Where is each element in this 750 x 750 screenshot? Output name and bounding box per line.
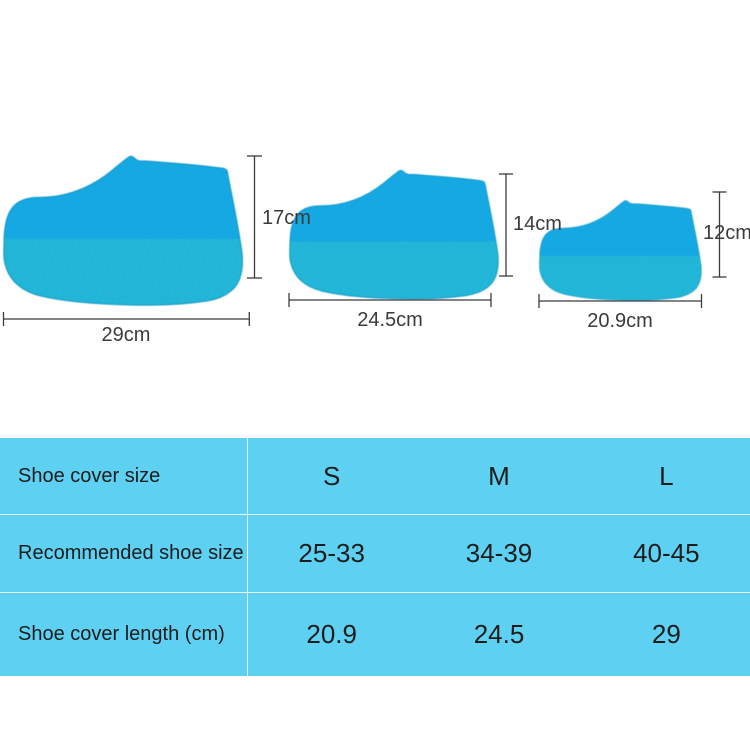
svg-text:17cm: 17cm [262, 207, 311, 229]
svg-text:12cm: 12cm [703, 222, 750, 244]
svg-text:20.9cm: 20.9cm [587, 310, 653, 332]
svg-text:14cm: 14cm [513, 213, 562, 235]
svg-text:29cm: 29cm [102, 324, 151, 346]
svg-text:24.5cm: 24.5cm [357, 309, 423, 331]
